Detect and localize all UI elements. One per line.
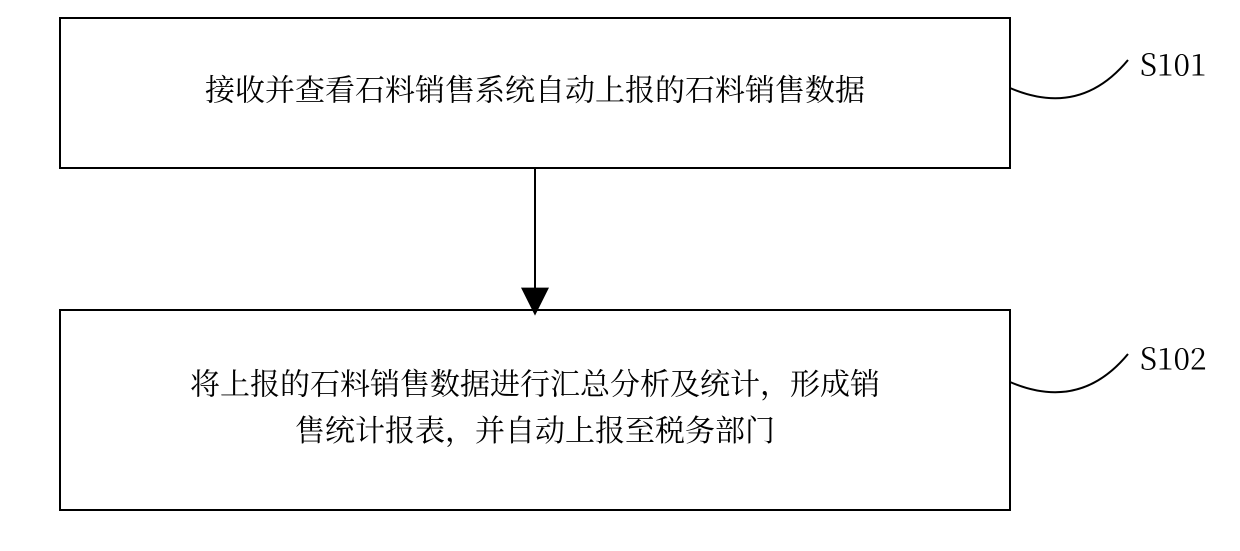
- flowchart-canvas: 接收并查看石料销售系统自动上报的石料销售数据将上报的石料销售数据进行汇总分析及统…: [0, 0, 1240, 551]
- node-text: 接收并查看石料销售系统自动上报的石料销售数据: [205, 66, 865, 110]
- node-text: 将上报的石料销售数据进行汇总分析及统计，形成销: [190, 359, 880, 403]
- node-text: 售统计报表，并自动上报至税务部门: [295, 406, 775, 450]
- ref-label-lbl-s102: S102: [1140, 335, 1207, 379]
- ref-label-lbl-s101: S101: [1140, 41, 1207, 85]
